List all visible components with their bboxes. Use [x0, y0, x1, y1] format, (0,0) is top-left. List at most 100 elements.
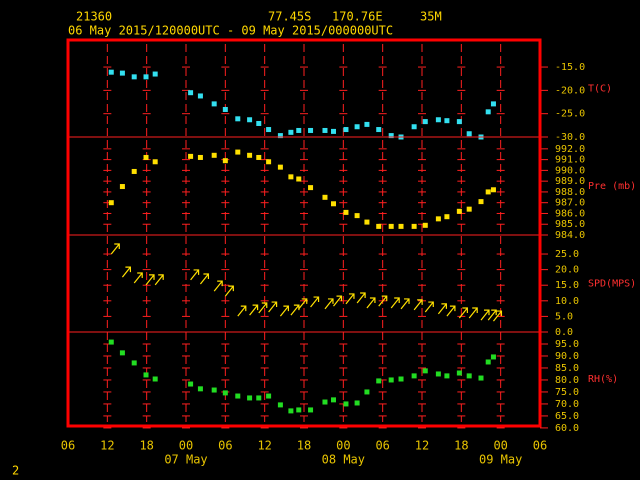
y-tick-label: -25.0: [555, 109, 585, 120]
y-tick-label: 15.0: [555, 280, 579, 291]
data-point: [222, 106, 228, 112]
elevation: 35M: [420, 10, 442, 24]
data-point: [288, 174, 294, 180]
station-id: 21360: [76, 10, 112, 24]
data-point: [331, 201, 336, 207]
data-point: [444, 373, 450, 379]
data-point: [466, 206, 472, 212]
data-point: [296, 127, 302, 133]
x-tick-label: 12: [257, 439, 271, 453]
y-tick-label: 65.0: [555, 411, 579, 422]
y-tick-label: 20.0: [555, 265, 579, 276]
data-point: [296, 176, 302, 182]
x-tick-label: 00: [493, 439, 507, 453]
data-point: [211, 101, 217, 107]
data-point: [398, 223, 404, 229]
period: 06 May 2015/120000UTC - 09 May 2015/0000…: [68, 24, 393, 38]
data-point: [388, 133, 394, 139]
data-point: [411, 124, 417, 130]
data-point: [466, 373, 472, 379]
data-point: [211, 387, 217, 393]
x-tick-label: 12: [415, 439, 429, 453]
wind-arrow: [378, 295, 388, 307]
y-tick-label: 60.0: [555, 423, 579, 434]
wind-arrow: [279, 305, 289, 317]
data-point: [247, 117, 253, 123]
data-point: [143, 372, 149, 378]
data-point: [296, 407, 302, 413]
x-tick-label: 00: [179, 439, 193, 453]
data-point: [343, 401, 349, 407]
y-tick-label: 990.0: [555, 165, 585, 176]
data-point: [354, 213, 360, 219]
data-point: [131, 168, 137, 174]
data-point: [485, 109, 491, 115]
data-point: [322, 127, 328, 133]
wind-arrow: [400, 298, 410, 310]
data-point: [197, 386, 203, 392]
plot-frame: [66, 38, 542, 428]
y-tick-label: -30.0: [555, 132, 585, 143]
data-point: [331, 397, 336, 403]
data-point: [485, 359, 491, 365]
y-tick-label: 25.0: [555, 249, 579, 260]
y-tick-label: 987.0: [555, 198, 585, 209]
wind-arrow: [492, 310, 503, 322]
data-point: [222, 158, 228, 164]
day-label: 09 May: [479, 453, 522, 467]
data-point: [444, 214, 450, 220]
wind-arrow: [345, 293, 355, 305]
wind-arrow: [356, 292, 366, 304]
data-point: [331, 128, 336, 134]
data-point: [435, 216, 441, 222]
data-point: [143, 74, 149, 80]
data-point: [422, 368, 428, 374]
data-point: [119, 350, 125, 356]
wind-arrow: [190, 269, 200, 281]
panel-label: Pre (mb): [588, 181, 636, 192]
x-tick-label: 06: [533, 439, 547, 453]
wind-arrow: [468, 307, 478, 319]
data-point: [222, 390, 228, 396]
wind-arrow: [310, 296, 320, 308]
y-tick-label: 75.0: [555, 387, 579, 398]
data-point: [354, 124, 360, 130]
y-tick-label: 0.0: [555, 327, 573, 338]
wind-arrow: [213, 280, 223, 292]
longitude: 170.76E: [332, 10, 383, 24]
data-point: [422, 119, 428, 125]
wind-arrow: [424, 301, 434, 313]
data-point: [256, 154, 262, 160]
data-point: [288, 129, 294, 135]
data-point: [277, 402, 283, 408]
wind-arrow: [145, 274, 155, 286]
wind-arrow: [290, 304, 300, 316]
data-point: [256, 120, 262, 126]
wind-arrow: [413, 299, 423, 311]
data-point: [108, 200, 114, 206]
data-point: [422, 222, 428, 228]
data-point: [247, 395, 253, 401]
wind-arrow: [480, 309, 490, 321]
y-tick-label: 90.0: [555, 351, 579, 362]
x-tick-label: 06: [61, 439, 75, 453]
data-point: [256, 395, 262, 401]
wind-arrow: [199, 273, 210, 285]
data-point: [322, 194, 328, 200]
data-point: [308, 127, 314, 133]
y-tick-label: 985.0: [555, 219, 585, 230]
data-point: [364, 219, 370, 225]
wind-arrow: [390, 297, 400, 309]
data-point: [354, 400, 360, 406]
wind-arrow: [446, 305, 456, 317]
data-point: [364, 121, 370, 127]
x-tick-label: 18: [454, 439, 468, 453]
data-point: [444, 118, 450, 124]
data-point: [411, 223, 417, 229]
data-point: [188, 90, 194, 96]
data-point: [376, 223, 382, 229]
data-point: [266, 159, 272, 165]
data-point: [376, 378, 382, 384]
data-point: [398, 376, 404, 382]
